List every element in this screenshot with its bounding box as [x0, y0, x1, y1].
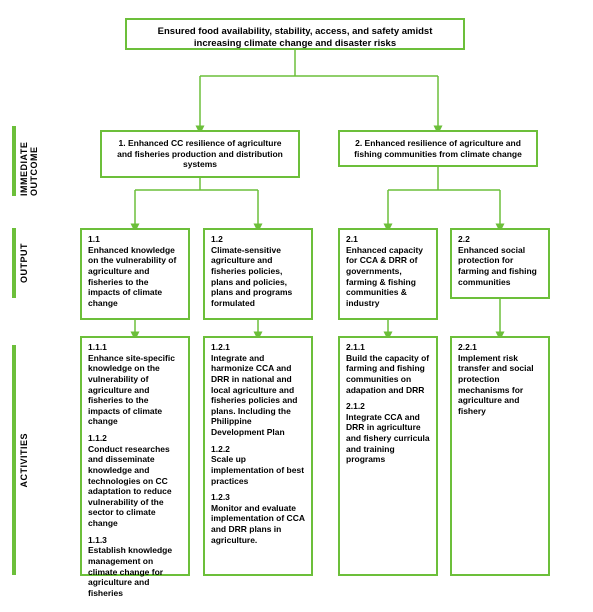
label-text: OUTPUT — [19, 243, 29, 283]
activity-text: Monitor and evaluate implementation of C… — [211, 503, 305, 545]
output-text: Enhanced capacity for CCA & DRR of gover… — [346, 245, 423, 308]
activity-number: 2.2.1 — [458, 342, 542, 353]
output-number: 2.1 — [346, 234, 430, 245]
goal-text: Ensured food availability, stability, ac… — [158, 26, 433, 49]
activity-number: 1.1.3 — [88, 535, 182, 546]
immediate-outcome-box: 2. Enhanced resilience of agriculture an… — [338, 130, 538, 167]
label-activities: ACTIVITIES — [12, 345, 29, 575]
output-box: 1.2Climate-sensitive agriculture and fis… — [203, 228, 313, 320]
activity-number: 1.2.3 — [211, 492, 305, 503]
label-bar — [12, 126, 16, 196]
output-number: 1.1 — [88, 234, 182, 245]
output-text: Enhanced knowledge on the vulnerability … — [88, 245, 176, 308]
activity-text: Establish knowledge management on climat… — [88, 545, 172, 598]
activity-box: 1.2.1Integrate and harmonize CCA and DRR… — [203, 336, 313, 576]
diagram-canvas: Ensured food availability, stability, ac… — [10, 10, 583, 602]
activity-number: 2.1.2 — [346, 401, 430, 412]
activity-number: 1.1.2 — [88, 433, 182, 444]
activity-text: Conduct researches and disseminate knowl… — [88, 444, 172, 528]
activity-text: Scale up implementation of best practice… — [211, 454, 304, 485]
output-text: Enhanced social protection for farming a… — [458, 245, 537, 287]
output-box: 2.2Enhanced social protection for farmin… — [450, 228, 550, 299]
output-box: 2.1Enhanced capacity for CCA & DRR of go… — [338, 228, 438, 320]
activity-number: 1.2.1 — [211, 342, 305, 353]
activity-number: 2.1.1 — [346, 342, 430, 353]
goal-box: Ensured food availability, stability, ac… — [125, 18, 465, 50]
label-bar — [12, 345, 16, 575]
activity-box: 2.2.1Implement risk transfer and social … — [450, 336, 550, 576]
immediate-outcome-box: 1. Enhanced CC resilience of agriculture… — [100, 130, 300, 178]
activity-box: 2.1.1Build the capacity of farming and f… — [338, 336, 438, 576]
label-bar — [12, 228, 16, 298]
label-output: OUTPUT — [12, 228, 29, 298]
activity-text: Implement risk transfer and social prote… — [458, 353, 534, 416]
activity-box: 1.1.1Enhance site-specific knowledge on … — [80, 336, 190, 576]
label-text: ACTIVITIES — [19, 433, 29, 488]
label-text: IMMEDIATE OUTCOME — [19, 126, 39, 196]
output-text: Climate-sensitive agriculture and fisher… — [211, 245, 292, 308]
activity-text: Integrate CCA and DRR in agriculture and… — [346, 412, 430, 465]
activity-text: Build the capacity of farming and fishin… — [346, 353, 429, 395]
activity-number: 1.1.1 — [88, 342, 182, 353]
activity-number: 1.2.2 — [211, 444, 305, 455]
output-box: 1.1Enhanced knowledge on the vulnerabili… — [80, 228, 190, 320]
output-number: 1.2 — [211, 234, 305, 245]
activity-text: Integrate and harmonize CCA and DRR in n… — [211, 353, 297, 437]
label-immediate-outcome: IMMEDIATE OUTCOME — [12, 126, 39, 196]
output-number: 2.2 — [458, 234, 542, 245]
activity-text: Enhance site-specific knowledge on the v… — [88, 353, 175, 427]
